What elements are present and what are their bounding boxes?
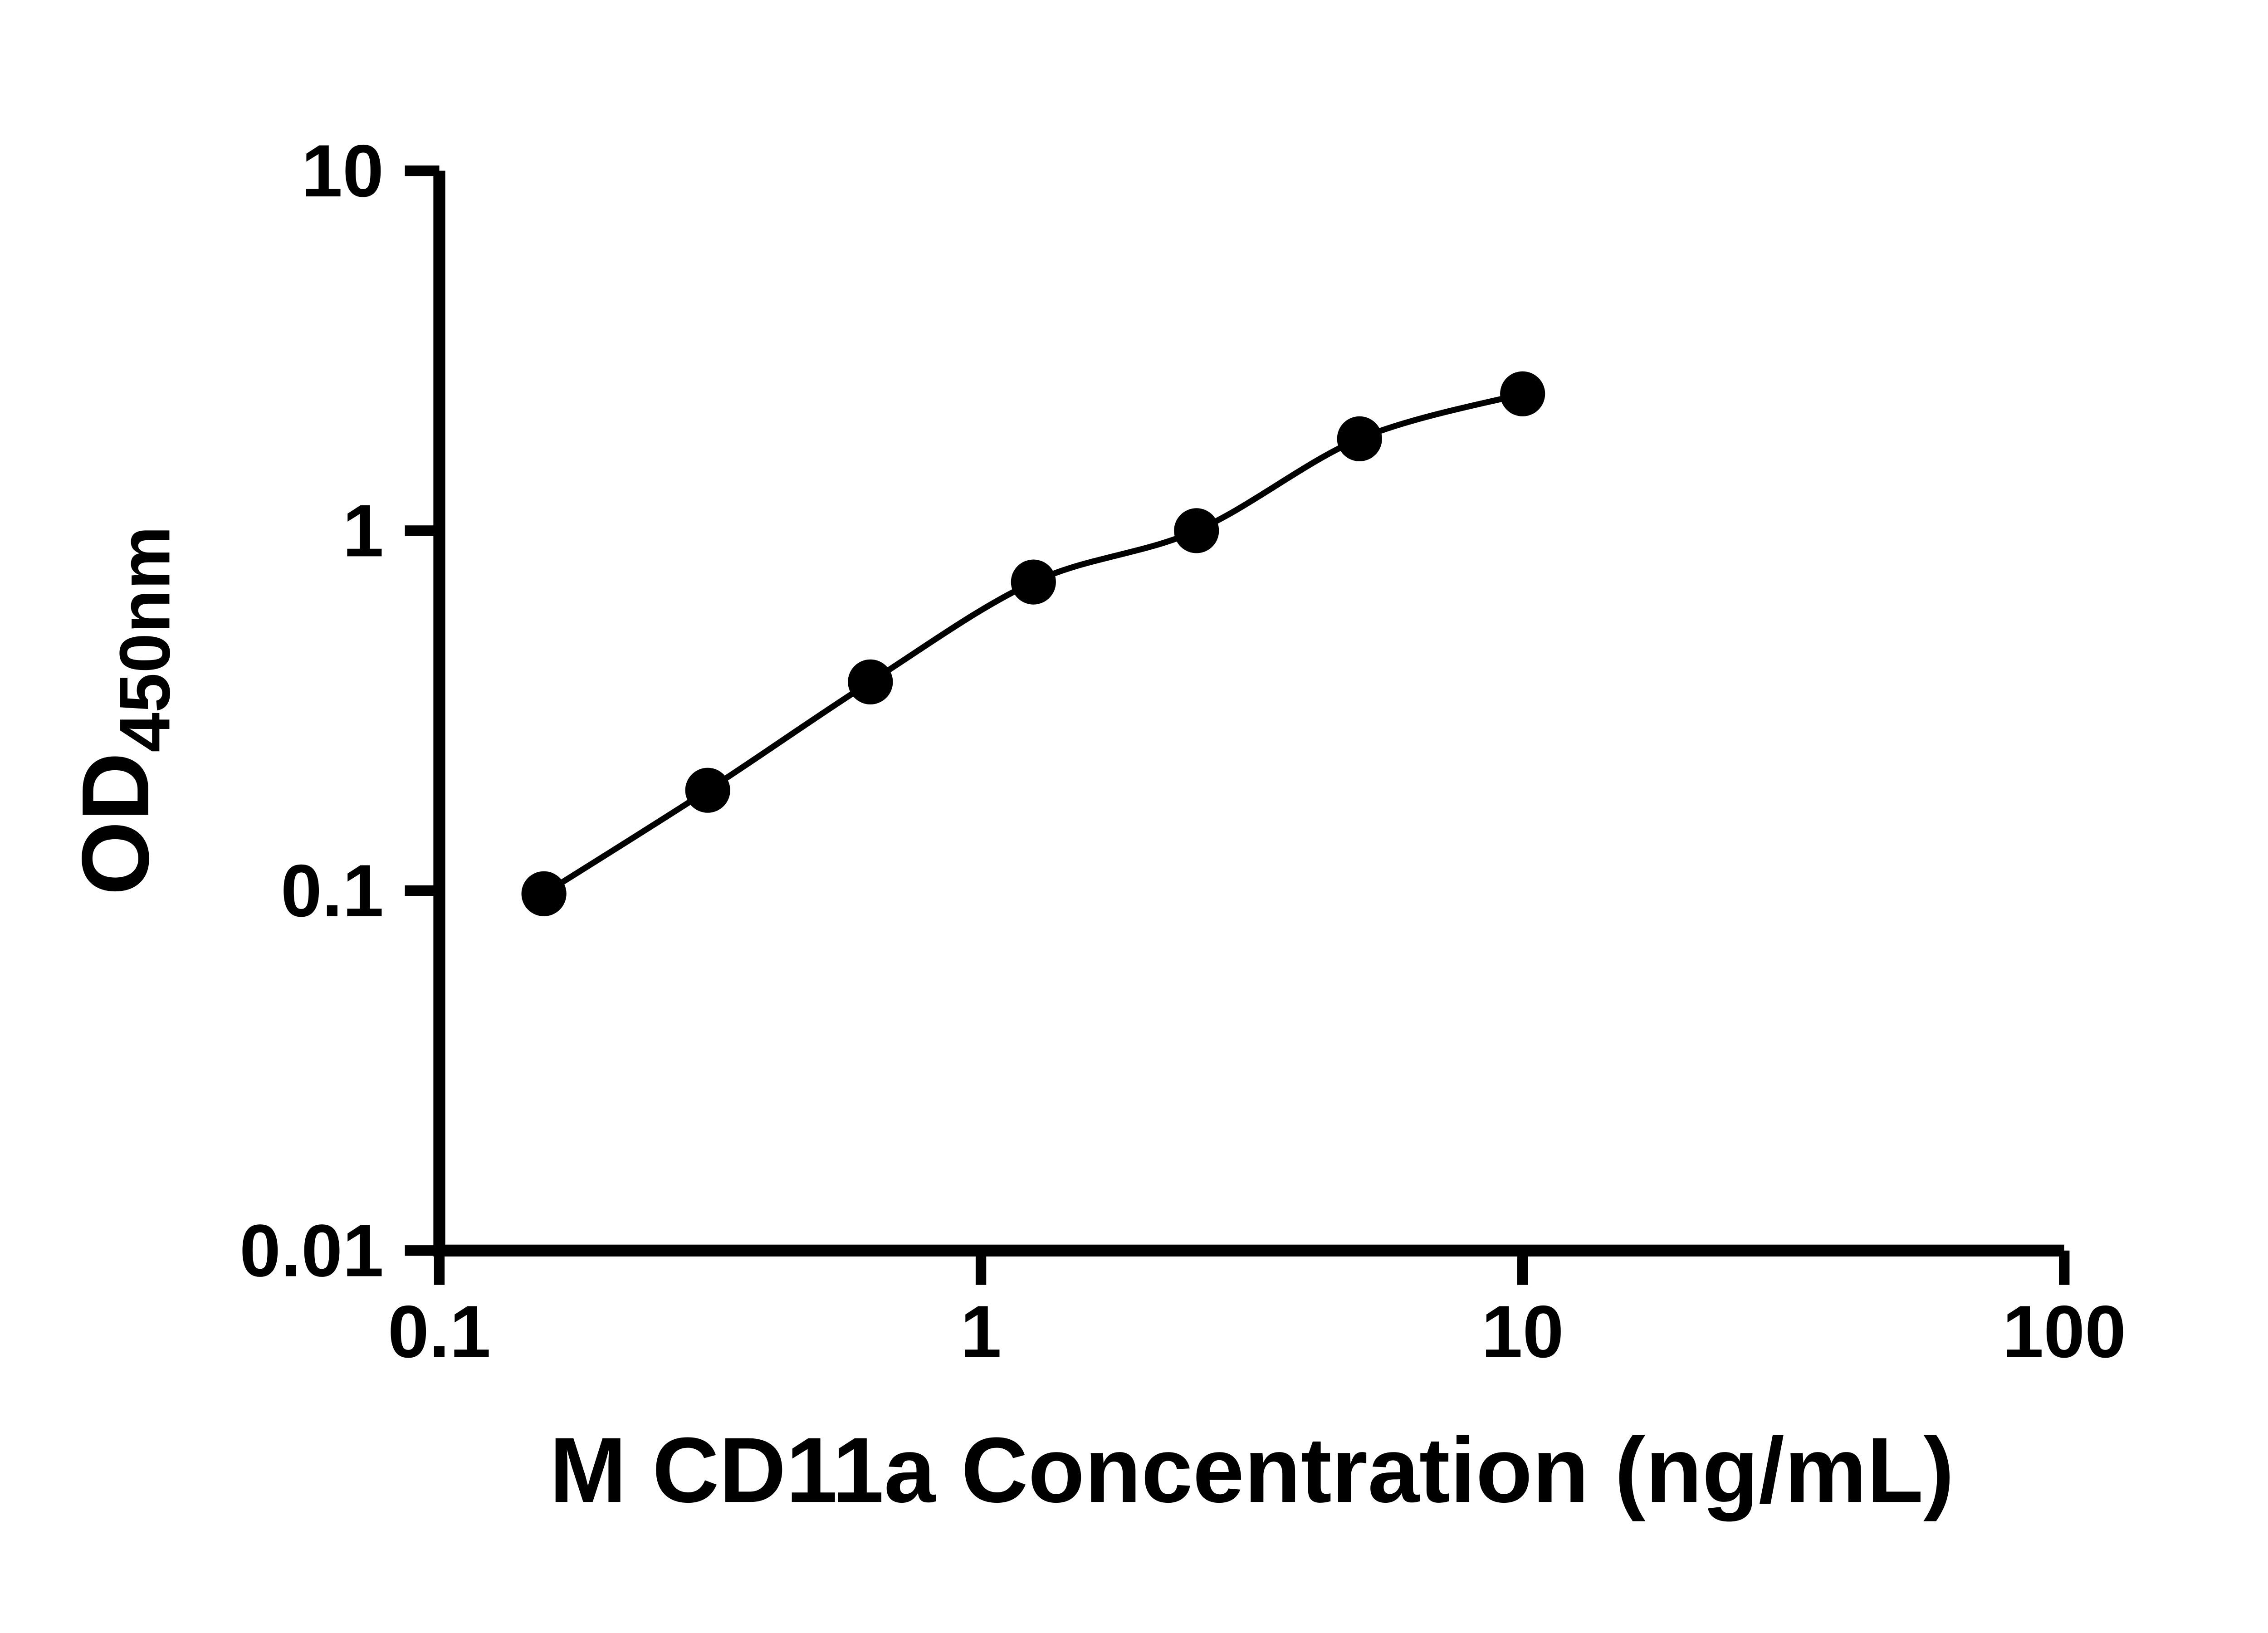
x-axis-title: M CD11a Concentration (ng/mL) <box>549 1418 1954 1522</box>
x-tick-label: 0.1 <box>388 1290 491 1373</box>
curve-path <box>542 391 1524 896</box>
y-axis-title-subscript: 450nm <box>105 526 185 753</box>
data-point <box>1500 371 1545 416</box>
y-axis-title-main: OD <box>62 753 169 895</box>
data-point <box>521 871 567 916</box>
x-tick-label: 100 <box>2002 1290 2126 1373</box>
x-tick-label: 1 <box>960 1290 1002 1373</box>
axes-frame <box>433 171 2064 1257</box>
y-tick-label: 0.01 <box>240 1209 384 1292</box>
y-tick-label: 10 <box>301 129 384 212</box>
data-point <box>685 768 730 813</box>
y-tick-label: 0.1 <box>281 849 384 932</box>
x-tick-label: 10 <box>1481 1290 1564 1373</box>
data-point <box>848 659 893 704</box>
y-tick-label: 1 <box>342 489 384 572</box>
y-axis-title: OD450nm <box>62 526 185 895</box>
data-point <box>1011 559 1056 605</box>
data-point <box>1337 416 1382 461</box>
data-point <box>1174 508 1219 553</box>
